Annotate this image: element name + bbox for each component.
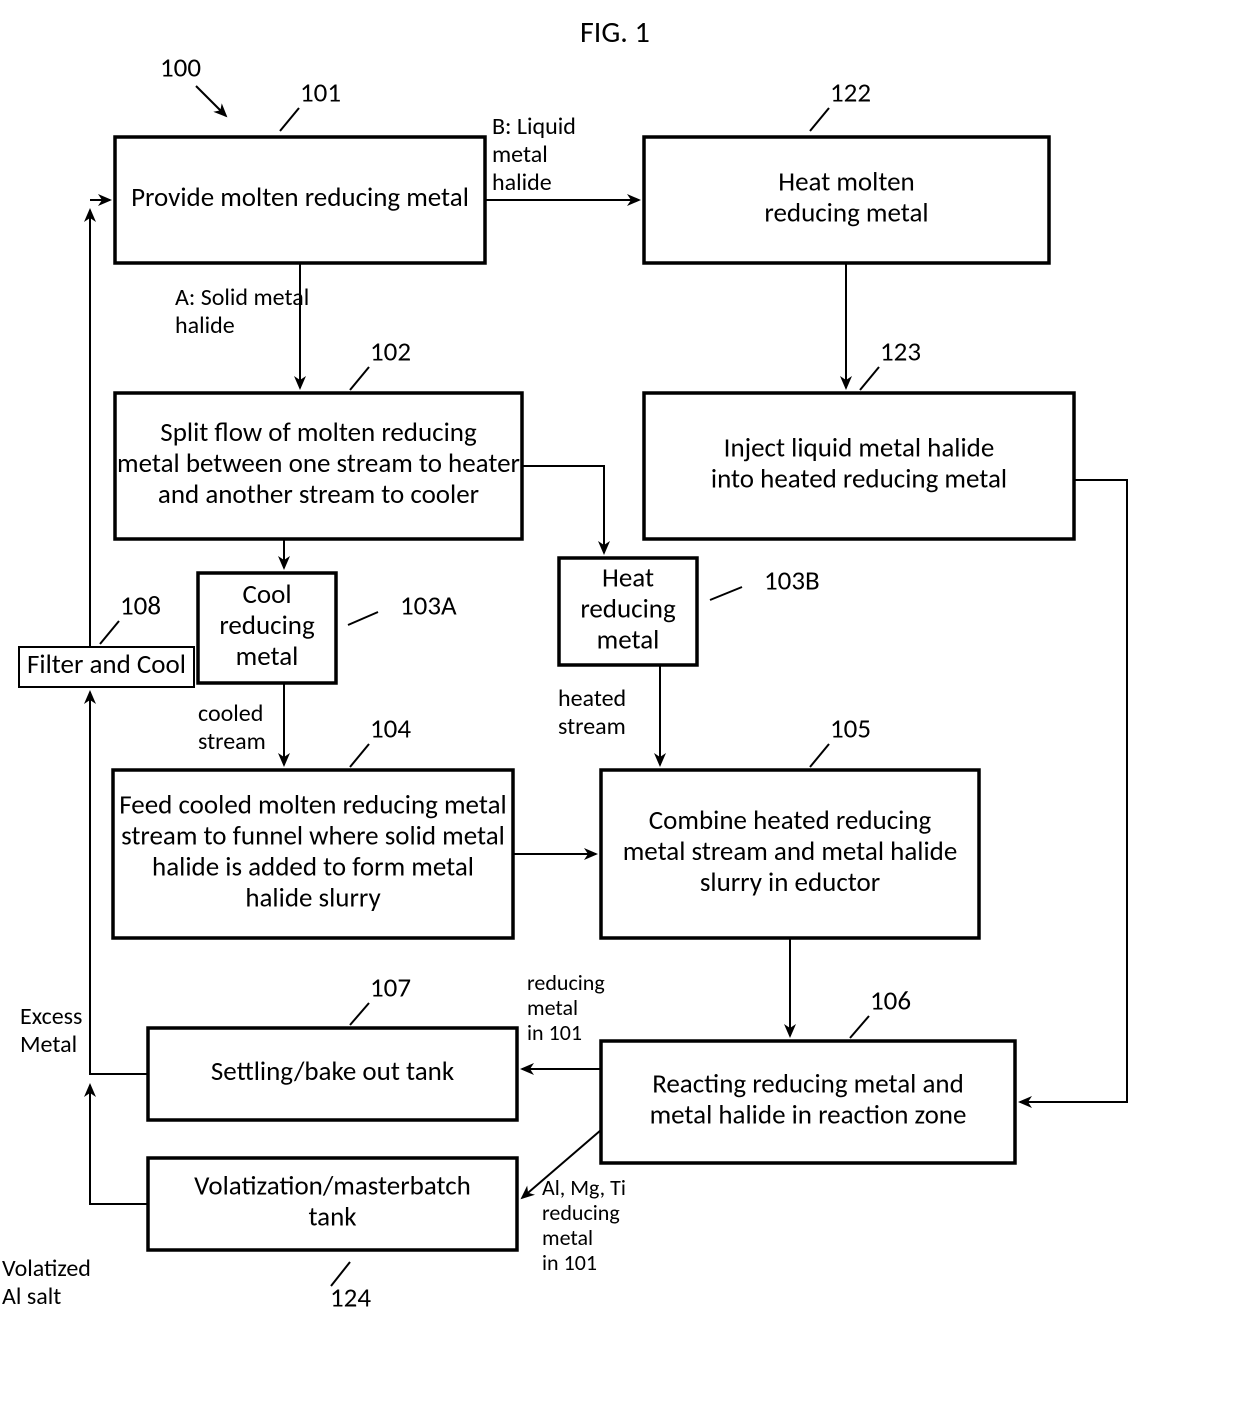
ref-106: 106	[850, 984, 911, 1038]
label-heated-stream: heatedstream	[558, 684, 626, 741]
node-n103B: Heatreducingmetal	[559, 558, 697, 665]
label-reducing-101: reducingmetalin 101	[527, 969, 605, 1046]
ref-108: 108	[100, 589, 161, 644]
node-n122: Heat moltenreducing metal	[644, 137, 1049, 263]
label-excess-metal: ExcessMetal	[20, 1002, 82, 1059]
ref-107: 107	[350, 971, 411, 1025]
ref-100: 100	[160, 51, 226, 116]
node-text-n101: Provide molten reducing metal	[131, 181, 469, 214]
node-n103A: Coolreducingmetal	[198, 573, 336, 683]
svg-text:100: 100	[160, 51, 201, 84]
svg-text:123: 123	[880, 335, 921, 368]
ref-122: 122	[810, 76, 871, 131]
node-text-n108: Filter and Cool	[27, 648, 186, 681]
label-volatized-al-salt: VolatizedAl salt	[2, 1254, 91, 1311]
ref-124: 124	[330, 1262, 371, 1314]
ref-103B: 103B	[710, 564, 820, 600]
ref-104: 104	[350, 712, 411, 767]
node-n123: Inject liquid metal halideinto heated re…	[644, 393, 1074, 539]
svg-text:101: 101	[300, 76, 341, 109]
svg-text:103B: 103B	[764, 564, 820, 597]
svg-text:122: 122	[830, 76, 871, 109]
svg-text:124: 124	[330, 1281, 371, 1314]
node-n107: Settling/bake out tank	[148, 1028, 517, 1120]
svg-text:103A: 103A	[400, 589, 457, 622]
svg-text:106: 106	[870, 984, 911, 1017]
svg-text:108: 108	[120, 589, 161, 622]
svg-text:107: 107	[370, 971, 411, 1004]
label-cooled-stream: cooledstream	[198, 699, 266, 756]
label-path-a: A: Solid metalhalide	[175, 283, 309, 340]
label-path-b: B: Liquidmetalhalide	[492, 112, 576, 197]
svg-text:104: 104	[370, 712, 411, 745]
node-text-n122: Heat moltenreducing metal	[764, 166, 928, 230]
ref-103A: 103A	[348, 589, 457, 625]
figure-title: FIG. 1	[580, 14, 650, 51]
ref-123: 123	[860, 335, 921, 390]
node-text-n123: Inject liquid metal halideinto heated re…	[711, 432, 1007, 496]
node-text-n106: Reacting reducing metal andmetal halide …	[650, 1068, 967, 1132]
label-almgti: Al, Mg, Tireducingmetalin 101	[542, 1174, 626, 1276]
node-n124: Volatization/masterbatchtank	[148, 1158, 517, 1250]
svg-text:105: 105	[830, 712, 871, 745]
edge-labels: A: Solid metalhalide B: Liquidmetalhalid…	[2, 112, 626, 1311]
node-n105: Combine heated reducingmetal stream and …	[601, 770, 979, 938]
node-n102: Split flow of molten reducingmetal betwe…	[115, 393, 522, 539]
ref-105: 105	[810, 712, 871, 767]
svg-text:102: 102	[370, 335, 411, 368]
node-text-n102: Split flow of molten reducingmetal betwe…	[117, 416, 520, 511]
ref-101: 101	[280, 76, 341, 131]
node-text-n107: Settling/bake out tank	[211, 1055, 454, 1088]
node-n101: Provide molten reducing metal	[115, 137, 485, 263]
node-n108: Filter and Cool	[19, 647, 194, 687]
ref-102: 102	[350, 335, 411, 390]
node-n106: Reacting reducing metal andmetal halide …	[601, 1041, 1015, 1163]
node-n104: Feed cooled molten reducing metalstream …	[113, 770, 513, 938]
